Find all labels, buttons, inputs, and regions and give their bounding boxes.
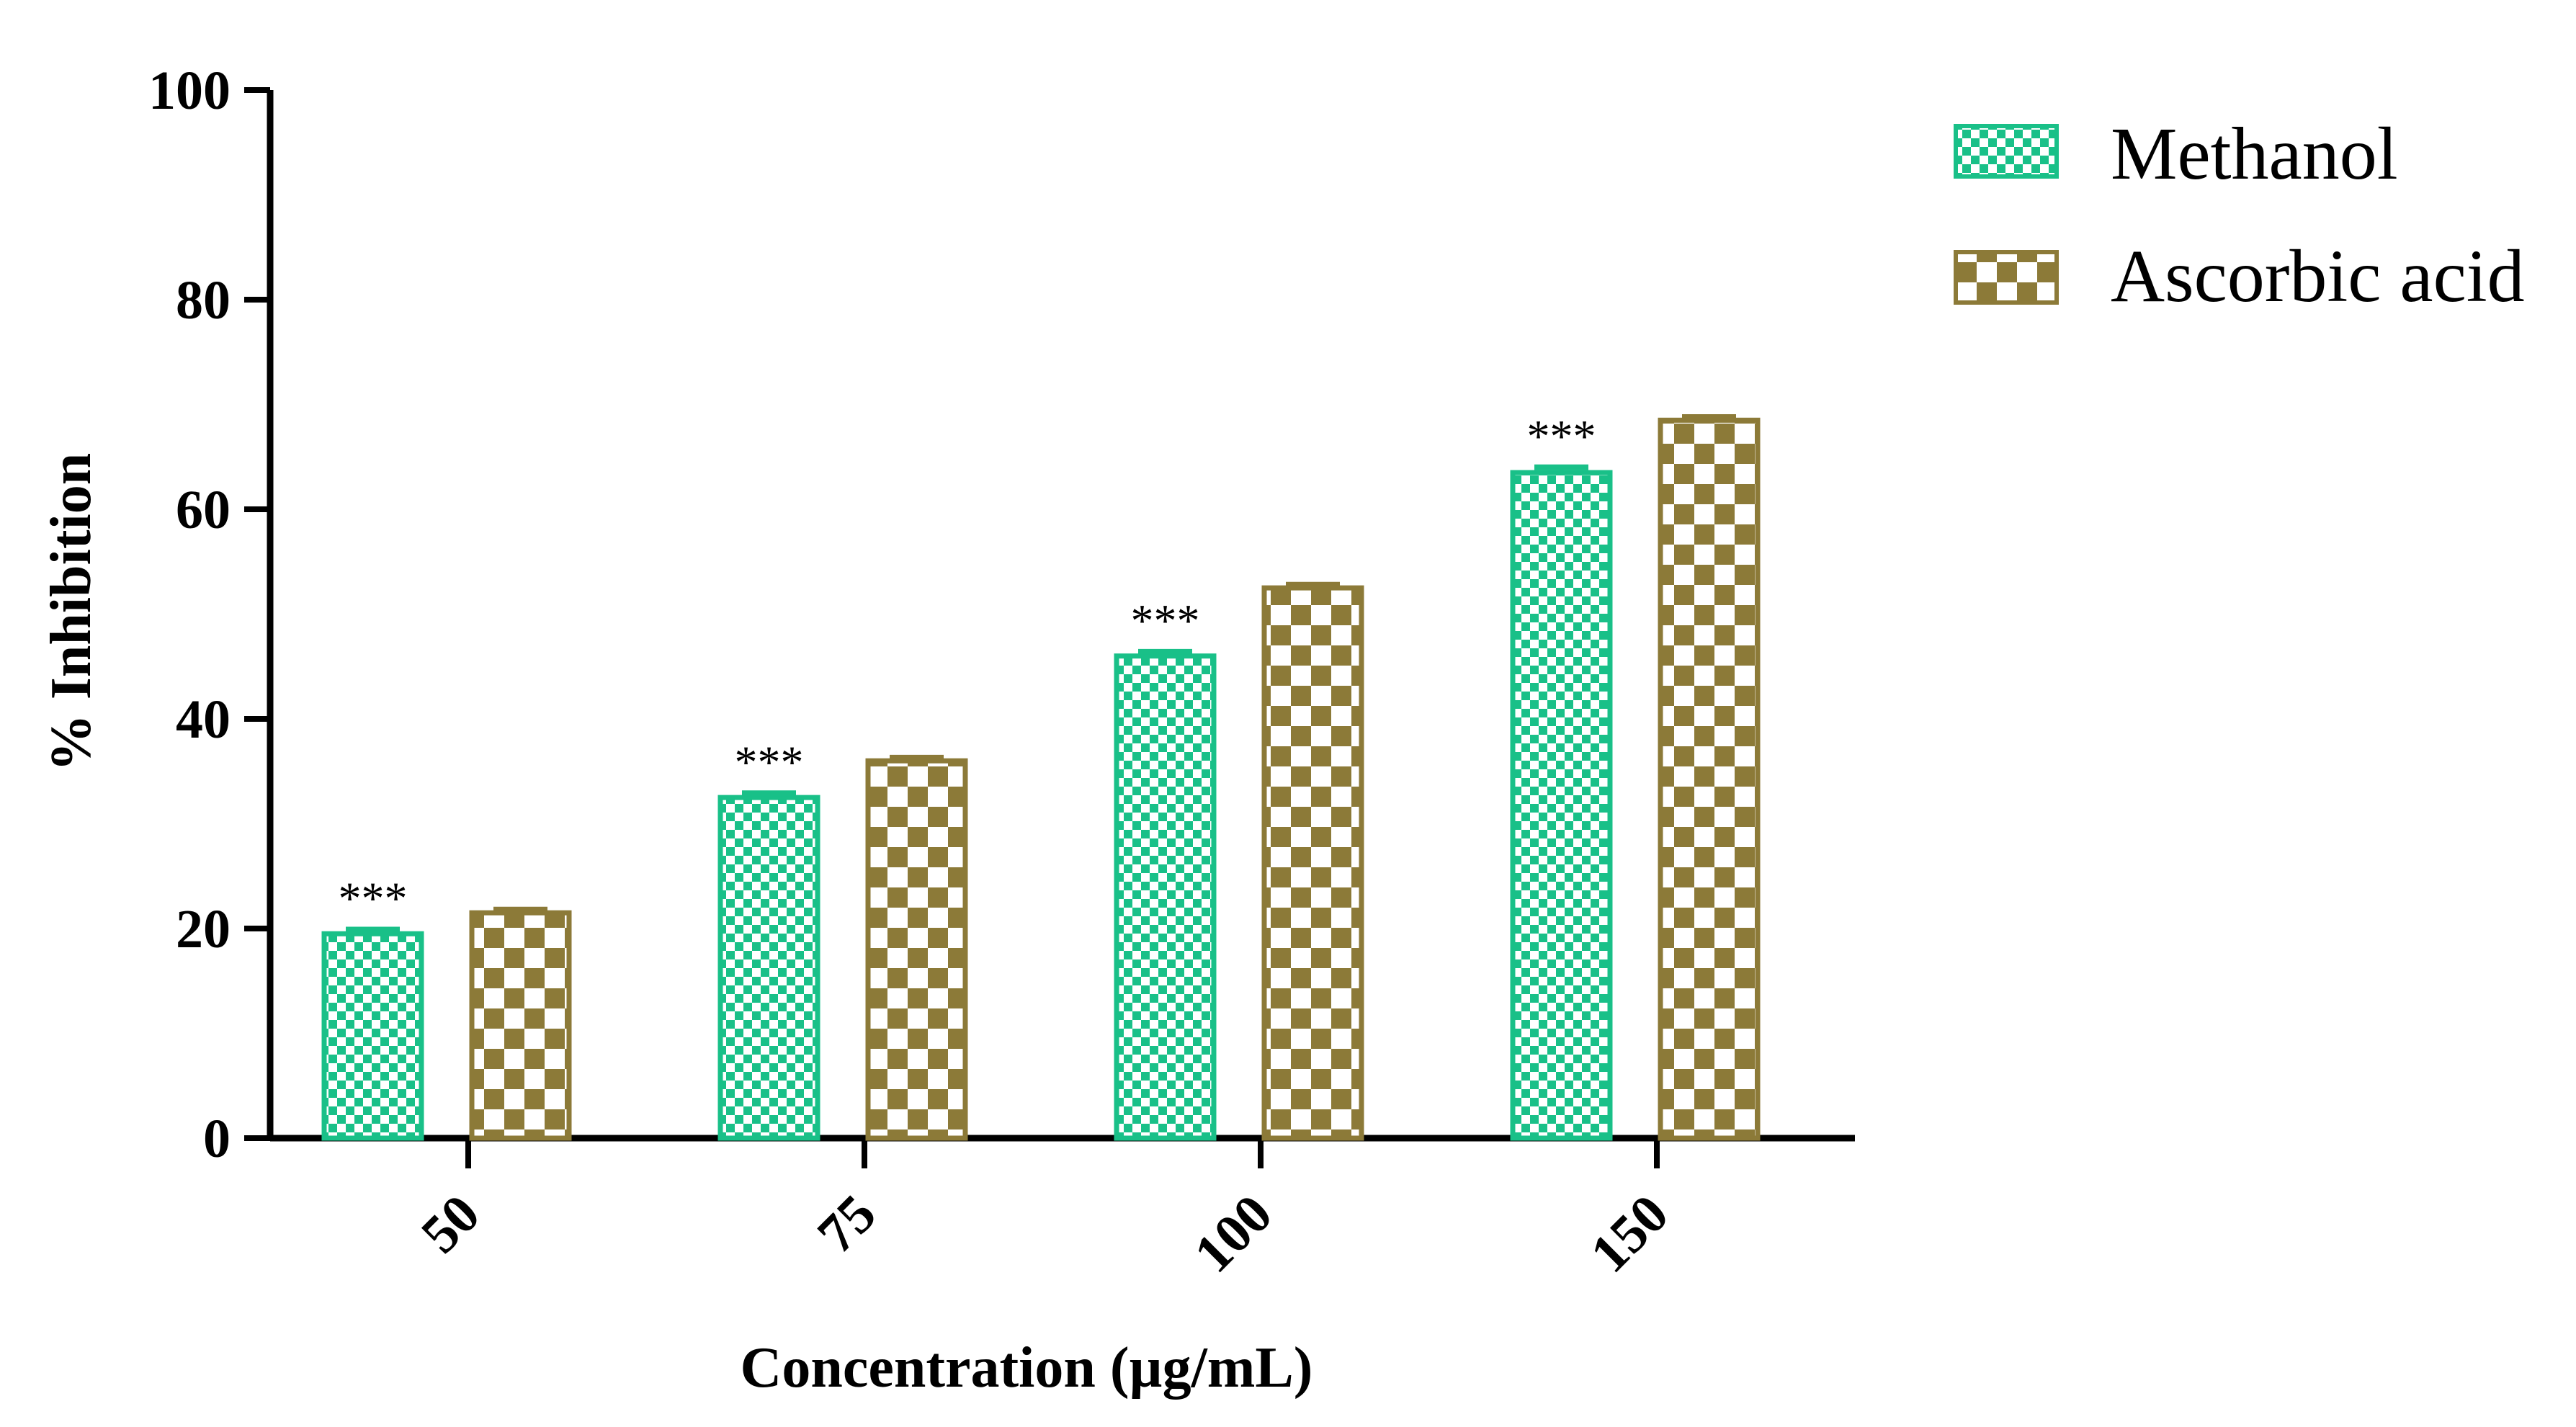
y-tick-label: 40 [176, 689, 231, 750]
y-tick-label: 0 [203, 1109, 231, 1169]
significance-label: *** [339, 872, 408, 923]
significance-label: *** [1527, 411, 1596, 462]
legend-swatch-methanol [1954, 124, 2059, 179]
legend-label-methanol: Methanol [2111, 112, 2398, 195]
x-tick-label: 100 [1183, 1184, 1284, 1284]
bar-methanol [717, 795, 820, 1141]
y-tick-label: 100 [148, 61, 231, 121]
bar-methanol [321, 931, 424, 1141]
legend: Methanol Ascorbic acid [1954, 112, 2525, 318]
significance-label: *** [735, 736, 804, 787]
x-axis-label: Concentration (µg/mL) [741, 1336, 1313, 1400]
bar-ascorbic [1261, 585, 1364, 1141]
y-tick-label: 20 [176, 899, 231, 959]
significance-label: *** [1131, 595, 1200, 646]
bar-ascorbic [1658, 417, 1761, 1141]
x-tick-label: 75 [806, 1184, 887, 1265]
bar-methanol [1510, 470, 1613, 1141]
bar-ascorbic [469, 910, 572, 1141]
bar-methanol [1114, 653, 1217, 1141]
y-axis-label: % Inhibition [40, 453, 103, 771]
x-tick-label: 50 [410, 1184, 491, 1265]
y-tick-label: 60 [176, 480, 231, 540]
x-tick-label: 150 [1579, 1184, 1680, 1284]
legend-label-ascorbic: Ascorbic acid [2111, 235, 2525, 318]
legend-swatch-ascorbic [1954, 250, 2059, 305]
y-tick-label: 80 [176, 270, 231, 331]
bar-ascorbic [865, 758, 968, 1141]
plot-area: 0 20 40 60 80 100 50 *** 75 *** 100 *** 150 *** [148, 61, 1855, 1284]
